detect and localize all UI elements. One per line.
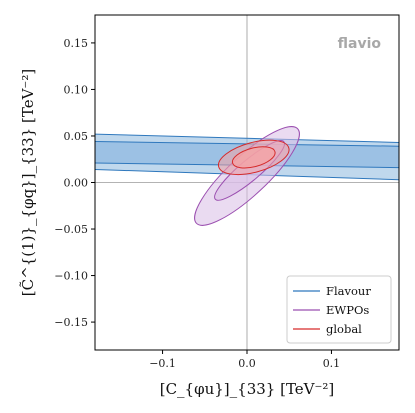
y-tick-label: 0.00 [64, 177, 89, 190]
legend: Flavour EWPOs global [286, 275, 392, 344]
y-tick-label: 0.05 [64, 130, 89, 143]
series-flavour-band-1-upper [95, 133, 399, 143]
y-axis-label: [C̃^{(1)}_{φq}]_{33} [TeV⁻²] [19, 69, 37, 296]
y-tick-label: −0.15 [54, 316, 88, 329]
series-global-contour-2 [231, 146, 276, 169]
flavio-watermark: flavio [338, 36, 382, 52]
y-tick-label: −0.10 [54, 270, 88, 283]
y-tick-label: 0.10 [64, 83, 89, 96]
legend-label-ewpos: EWPOs [326, 303, 369, 317]
plot-area [95, 126, 399, 226]
legend-box [286, 275, 392, 344]
y-tick-label: 0.15 [64, 37, 89, 50]
y-tick-label: −0.05 [54, 223, 88, 236]
x-axis-label: [C_{φu}]_{33} [TeV⁻²] [160, 380, 335, 398]
x-tick-label: −0.1 [149, 357, 176, 370]
legend-label-flavour: Flavour [326, 284, 371, 298]
x-tick-label: 0.0 [238, 357, 256, 370]
x-tick-label: 0.1 [323, 357, 341, 370]
legend-label-global: global [326, 322, 362, 336]
